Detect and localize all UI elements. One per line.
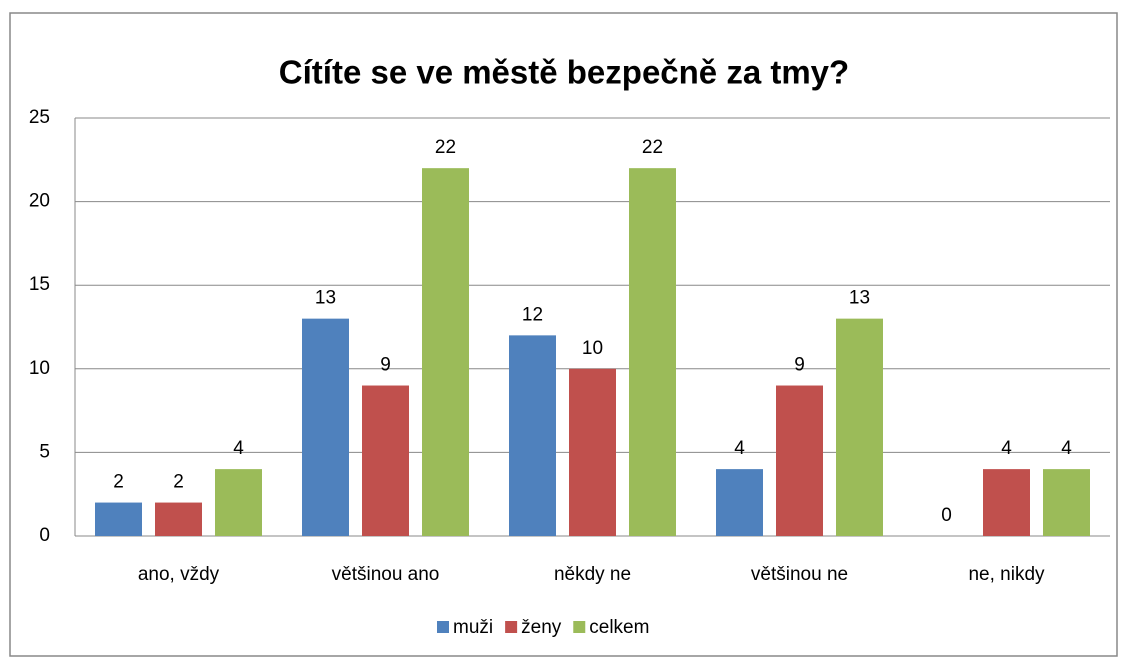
data-label: 22: [435, 137, 456, 158]
legend-swatch: [573, 621, 586, 633]
y-tick-label: 25: [29, 107, 50, 128]
legend-swatch: [505, 621, 518, 633]
y-tick-label: 5: [39, 441, 50, 462]
bar: [95, 502, 142, 536]
data-label: 2: [113, 472, 124, 493]
data-label: 22: [642, 137, 663, 158]
bar: [362, 385, 409, 536]
chart-title: Cítíte se ve městě bezpečně za tmy?: [279, 54, 849, 91]
data-label: 4: [233, 438, 244, 459]
x-tick-label: ano, vždy: [138, 564, 220, 585]
bar: [509, 335, 556, 536]
bar: [983, 469, 1030, 536]
bar: [302, 318, 349, 536]
x-tick-label: většinou ano: [332, 564, 440, 585]
x-tick-label: někdy ne: [554, 564, 631, 585]
bar: [629, 168, 676, 536]
bar: [836, 318, 883, 536]
legend-label: celkem: [589, 617, 649, 638]
legend-label: muži: [453, 617, 493, 638]
y-tick-label: 20: [29, 191, 50, 212]
data-label: 12: [522, 304, 543, 325]
bar: [716, 469, 763, 536]
x-tick-label: většinou ne: [751, 564, 848, 585]
data-label: 10: [582, 338, 603, 359]
data-label: 0: [941, 505, 952, 526]
chart-border: [9, 12, 1118, 657]
data-label: 2: [173, 472, 184, 493]
data-label: 13: [315, 288, 336, 309]
legend-swatch: [437, 621, 449, 633]
data-label: 9: [794, 355, 805, 376]
bar: [776, 385, 823, 536]
data-label: 4: [1001, 438, 1012, 459]
y-tick-label: 15: [29, 274, 50, 295]
data-label: 13: [849, 288, 870, 309]
data-label: 9: [380, 355, 391, 376]
bar: [1043, 469, 1090, 536]
bar: [155, 502, 202, 536]
data-label: 4: [734, 438, 745, 459]
bar: [422, 168, 469, 536]
y-tick-label: 0: [39, 525, 50, 546]
data-label: 4: [1061, 438, 1072, 459]
legend-label: ženy: [521, 617, 562, 638]
bar: [215, 469, 262, 536]
bar: [569, 368, 616, 536]
y-tick-label: 10: [29, 358, 50, 379]
x-tick-label: ne, nikdy: [968, 564, 1045, 585]
